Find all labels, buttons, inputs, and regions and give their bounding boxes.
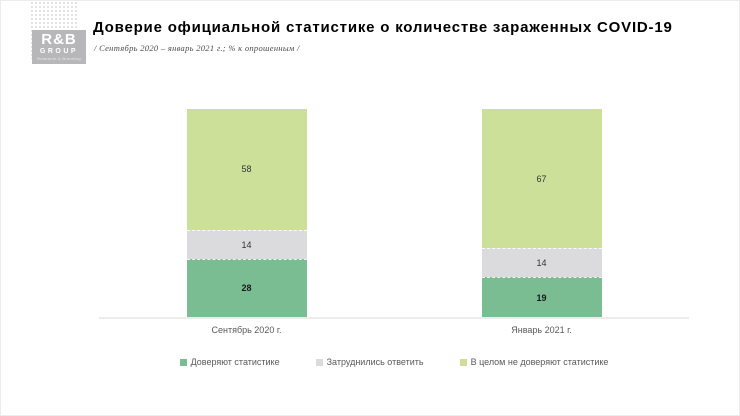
page-subtitle: / Сентябрь 2020 – январь 2021 г.; % к оп…	[94, 43, 300, 53]
stacked-bar: 58 14 28	[186, 109, 307, 317]
category-label: Январь 2021 г.	[511, 325, 572, 335]
legend-item: В целом не доверяют статистике	[459, 357, 609, 367]
legend-item: Доверяют статистике	[179, 357, 280, 367]
data-label: 14	[536, 258, 547, 269]
bar-segment: 28	[186, 258, 307, 317]
rb-group-logo-box: R&B GROUP Research & Branding	[32, 30, 86, 64]
bar-segment: 58	[186, 109, 307, 230]
bar-column: 58 14 28	[99, 109, 394, 317]
x-axis-labels: Сентябрь 2020 г. Январь 2021 г.	[99, 325, 689, 335]
bar-segment: 19	[481, 277, 602, 317]
bar-segment: 14	[481, 248, 602, 278]
logo-tagline: Research & Branding	[37, 56, 81, 61]
legend-label: Доверяют статистике	[190, 357, 280, 367]
legend-label: Затруднились ответить	[326, 357, 424, 367]
data-label: 19	[536, 292, 547, 303]
legend-label: В целом не доверяют статистике	[470, 357, 609, 367]
legend-swatch-icon	[459, 358, 467, 366]
plot-area: 58 14 28 67 14 19	[99, 109, 689, 319]
legend-swatch-icon	[315, 358, 323, 366]
legend-swatch-icon	[179, 358, 187, 366]
category-label: Сентябрь 2020 г.	[211, 325, 282, 335]
stacked-bar: 67 14 19	[481, 109, 602, 317]
bar-segment: 67	[481, 109, 602, 249]
data-label: 28	[241, 283, 252, 294]
data-label: 58	[241, 164, 252, 175]
logo-group: GROUP	[39, 48, 79, 55]
bar-column: 67 14 19	[394, 109, 689, 317]
legend-item: Затруднились ответить	[315, 357, 424, 367]
logo-name: R&B	[41, 31, 77, 48]
page-title: Доверие официальной статистике о количес…	[93, 19, 673, 36]
data-label: 14	[241, 239, 252, 250]
bar-segment: 14	[186, 229, 307, 259]
data-label: 67	[536, 173, 547, 184]
legend: Доверяют статистике Затруднились ответить…	[99, 357, 689, 367]
